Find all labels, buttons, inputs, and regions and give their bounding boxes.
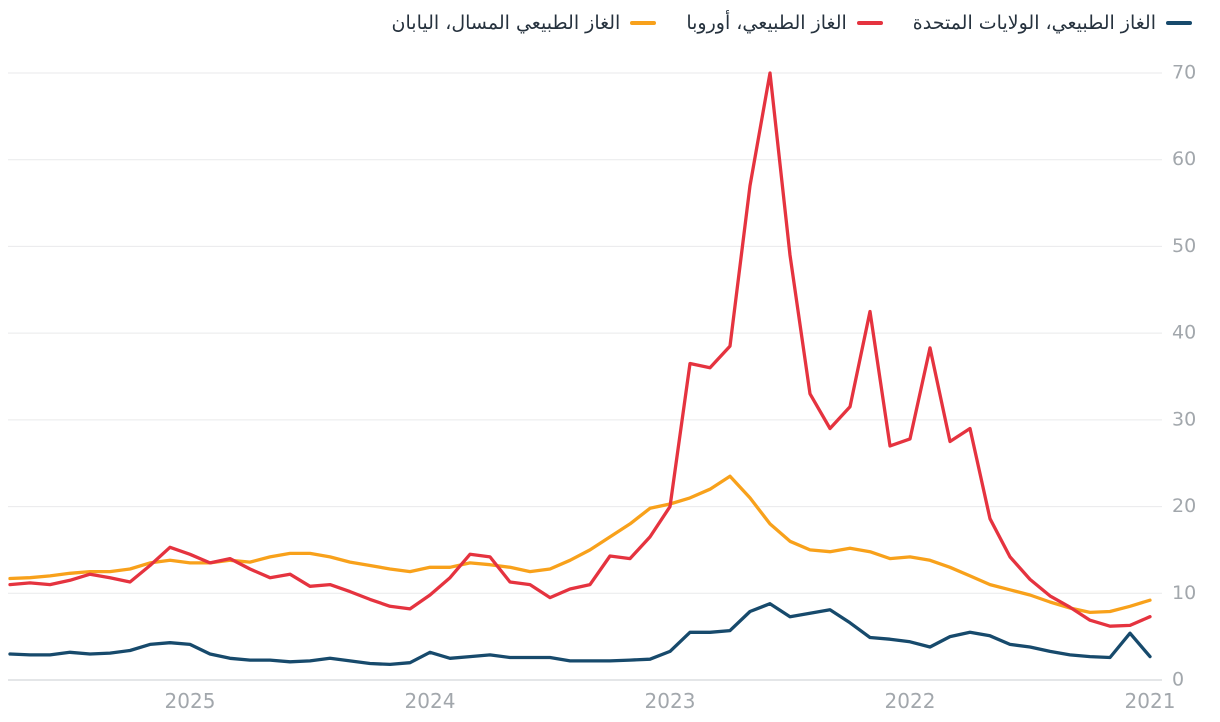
y-tick-label: 70 [1172,62,1196,84]
legend-item-1: الغاز الطبيعي، أوروبا [686,12,883,34]
y-tick-label: 10 [1172,582,1196,604]
legend-label: الغاز الطبيعي، أوروبا [686,12,847,34]
y-tick-label: 40 [1172,322,1196,344]
series-line-0 [8,602,1152,667]
legend-item-2: الغاز الطبيعي المسال، اليابان [392,12,657,34]
series-line-2 [8,474,1152,615]
y-tick-label: 0 [1172,669,1184,691]
legend-swatch-icon [856,21,883,25]
legend-item-0: الغاز الطبيعي، الولايات المتحدة [913,12,1192,34]
legend-swatch-icon [630,21,657,25]
x-tick-label-2023: 2023 [645,689,696,713]
y-tick-label: 30 [1172,408,1196,430]
y-tick-label: 20 [1172,495,1196,517]
x-tick-label-2022: 2022 [885,689,936,713]
x-tick-label-2021: 2021 [1125,689,1176,713]
series-line-1 [8,71,1152,628]
x-tick-label-2025: 2025 [165,689,216,713]
x-tick-label-2024: 2024 [405,689,456,713]
legend: الغاز الطبيعي، الولايات المتحدة الغاز الط… [0,12,1192,34]
legend-swatch-icon [1166,21,1192,25]
legend-label: الغاز الطبيعي، الولايات المتحدة [912,12,1156,34]
legend-label: الغاز الطبيعي المسال، اليابان [391,12,621,34]
y-tick-label: 60 [1172,148,1196,170]
y-tick-label: 50 [1172,235,1196,257]
